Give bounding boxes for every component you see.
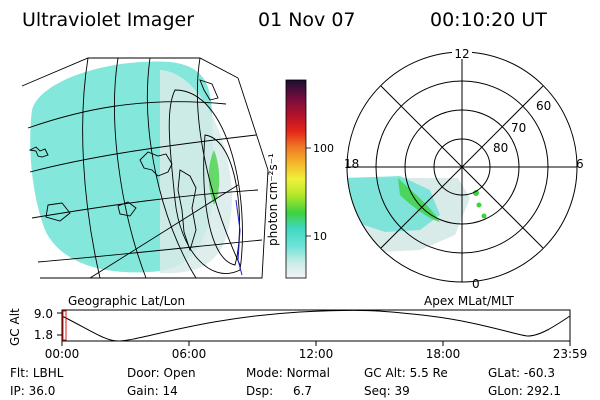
- mlt-label-noon: 12: [454, 47, 469, 61]
- polar-panel: 12 18 6 0 60 70 80: [344, 47, 584, 291]
- green-spot: [473, 190, 479, 196]
- color-bar-scale: [285, 79, 307, 279]
- info-value: LBHL: [32, 366, 64, 380]
- coastline: [199, 79, 219, 101]
- left-panel-caption: Geographic Lat/Lon: [68, 294, 186, 308]
- info-label: Gain:: [127, 384, 159, 398]
- day-line: [89, 184, 239, 279]
- info-value: 14: [162, 384, 178, 398]
- orbit-x-tick: 00:00: [45, 347, 80, 361]
- geographic-panel: [21, 57, 269, 279]
- blue-coast: [235, 199, 243, 276]
- right-panel-caption: Apex MLat/MLT: [424, 294, 514, 308]
- color-bar: 100 10 photon cm⁻²s⁻¹: [266, 79, 334, 279]
- orbit-x-tick: 06:00: [172, 347, 207, 361]
- colorbar-unit-label: photon cm⁻²s⁻¹: [266, 153, 280, 246]
- info-door: Door: Open: [127, 366, 196, 380]
- mlat-label-80: 80: [493, 141, 508, 155]
- info-gain: Gain: 14: [127, 384, 178, 398]
- info-value: 39: [394, 384, 410, 398]
- terminator-ellipse: [203, 134, 240, 266]
- coastline: [177, 169, 197, 252]
- orbit-altitude-curve: [61, 309, 571, 342]
- header: Ultraviolet Imager 01 Nov 07 00:10:20 UT: [0, 8, 600, 32]
- info-label: IP:: [10, 384, 25, 398]
- orbit-y-tick: 1.8: [34, 328, 53, 342]
- lat-line: [21, 57, 239, 87]
- orbit-y-label: GC Alt: [8, 308, 22, 346]
- info-value: 36.0: [28, 384, 56, 398]
- mlat-label-70: 70: [511, 121, 526, 135]
- mlt-line: [380, 85, 544, 249]
- orbit-plot-frame: [61, 309, 571, 342]
- coastline: [117, 201, 137, 217]
- orbit-x-tick: 23:59: [553, 347, 588, 361]
- orbit-plot: 9.0 1.8 GC Alt 00:00 06:00 12:00 18:00 2…: [8, 307, 587, 361]
- title: Ultraviolet Imager: [22, 9, 195, 31]
- mlt-label-dusk: 18: [344, 157, 359, 171]
- info-seq: Seq: 39: [364, 384, 410, 398]
- coastline: [139, 151, 173, 177]
- aurora-band-right-bright: [347, 176, 440, 232]
- date: 01 Nov 07: [258, 9, 356, 31]
- lat-line: [29, 134, 257, 173]
- orbit-y-tick: 9.0: [34, 307, 53, 321]
- colorbar-tick-label: 100: [313, 142, 334, 155]
- info-value: 6.7: [292, 384, 313, 398]
- info-value: Open: [163, 366, 196, 380]
- green-arc-right: [398, 178, 440, 222]
- info-value: 292.1: [526, 384, 561, 398]
- info-label: Dsp:: [246, 384, 274, 398]
- info-ip: IP: 36.0: [10, 384, 55, 398]
- lon-line: [82, 57, 101, 279]
- info-dsp: Dsp: 6.7: [246, 384, 312, 398]
- info-value: -60.3: [523, 366, 555, 380]
- lat-line: [37, 239, 263, 263]
- coastline: [45, 202, 71, 222]
- info-label: Flt:: [10, 366, 29, 380]
- orbit-x-tick: 12:00: [299, 347, 334, 361]
- info-glat: GLat: -60.3: [488, 366, 555, 380]
- green-arc-left: [208, 150, 220, 205]
- info-label: Mode:: [246, 366, 283, 380]
- current-time-marker: [62, 310, 67, 341]
- lon-line: [114, 57, 147, 279]
- green-spot: [476, 202, 482, 208]
- orbit-x-tick: 18:00: [426, 347, 461, 361]
- info-label: GLat:: [488, 366, 521, 380]
- terminator-ellipse: [168, 89, 243, 274]
- lat-line: [31, 189, 259, 219]
- info-flt: Flt: LBHL: [10, 366, 63, 380]
- horizon-line: [40, 77, 269, 279]
- lon-line: [196, 57, 241, 266]
- mlt-label-midnight: 0: [472, 277, 480, 291]
- mlat-label-60: 60: [536, 99, 551, 113]
- info-mode: Mode: Normal: [246, 366, 330, 380]
- coastline: [28, 146, 49, 158]
- info-label: GC Alt:: [364, 366, 406, 380]
- info-label: GLon:: [488, 384, 523, 398]
- info-label: Seq:: [364, 384, 391, 398]
- info-gc-alt: GC Alt: 5.5 Re: [364, 366, 448, 380]
- info-value: Normal: [286, 366, 330, 380]
- info-glon: GLon: 292.1: [488, 384, 561, 398]
- green-spot: [481, 213, 487, 219]
- mlt-label-dawn: 6: [576, 157, 584, 171]
- colorbar-tick-label: 10: [313, 230, 327, 243]
- info-label: Door:: [127, 366, 160, 380]
- time: 00:10:20 UT: [430, 9, 547, 31]
- info-value: 5.5 Re: [409, 366, 448, 380]
